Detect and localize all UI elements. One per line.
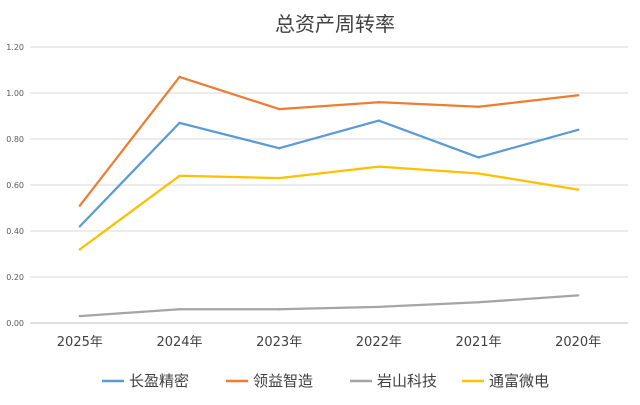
series-line-2 [79,294,579,318]
data-point [78,314,82,318]
data-point [377,119,381,122]
data-point [576,294,580,297]
series-line-3 [79,165,579,251]
data-point [477,105,480,109]
data-point [277,176,281,180]
legend-label: 长盈精密 [129,372,189,390]
x-tick-label: 2025年 [57,335,103,350]
legend-label: 领益智造 [253,372,313,390]
series-line-0 [79,119,579,228]
data-point [178,75,181,79]
y-tick-label: 0.00 [6,319,24,328]
data-point [78,225,82,228]
data-point [78,248,82,251]
data-point [78,204,82,207]
data-point [377,305,381,309]
data-point [576,128,580,131]
data-point [277,308,281,311]
data-point [576,94,580,97]
y-tick-label: 1.00 [6,89,24,98]
data-point [178,174,181,177]
y-tick-label: 0.40 [6,227,24,236]
data-point [178,308,181,311]
data-point [377,101,381,104]
data-point [477,156,480,159]
data-point [277,107,281,111]
legend-label: 通富微电 [489,372,549,390]
data-point [178,121,181,125]
y-tick-label: 0.80 [6,135,24,144]
data-point [277,147,281,150]
x-tick-label: 2024年 [156,335,202,350]
x-tick-label: 2020年 [555,335,601,350]
x-tick-label: 2023年 [256,335,302,350]
data-point [477,172,480,175]
x-tick-label: 2021年 [455,335,501,350]
x-tick-label: 2022年 [356,335,402,350]
y-tick-label: 0.60 [6,181,24,190]
y-tick-label: 1.20 [6,43,24,52]
data-point [477,301,480,304]
data-point [377,165,381,168]
legend-label: 岩山科技 [377,372,437,390]
chart-title: 总资产周转率 [275,12,395,36]
series-line-1 [78,75,579,207]
data-point [576,188,580,191]
y-tick-label: 0.20 [6,273,24,282]
